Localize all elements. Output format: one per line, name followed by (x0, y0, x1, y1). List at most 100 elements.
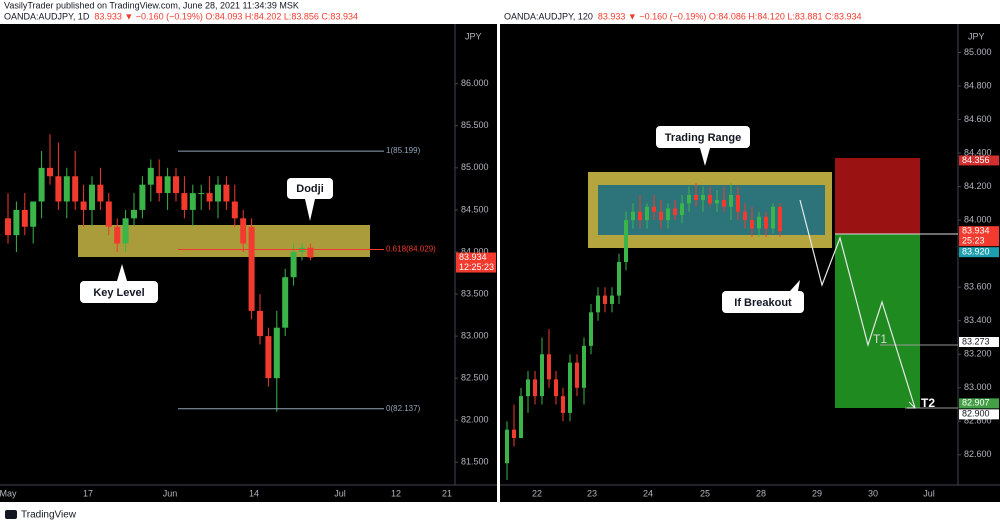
price-tag-label: 83.273 (962, 336, 990, 346)
candle-body (652, 206, 656, 212)
x-tick-label: 12 (391, 488, 401, 498)
t2-label: T2 (921, 396, 935, 410)
candle-body (771, 206, 775, 229)
x-tick-label: Jul (923, 488, 935, 498)
right-panel (500, 24, 1000, 502)
candle-body (131, 209, 137, 219)
price-tag-countdown: 12:25:23 (459, 262, 494, 272)
candle-body (215, 184, 221, 202)
candle-body (694, 194, 698, 201)
y-tick-label: 83.000 (964, 382, 992, 392)
candle-body (722, 200, 726, 207)
left-panel (0, 24, 497, 502)
candle-body (38, 167, 45, 202)
candle-body (526, 379, 530, 397)
callout-pointer (700, 148, 710, 166)
candle-body (181, 193, 188, 210)
candle-body (189, 193, 196, 210)
candle-body (729, 194, 733, 207)
candle-body (554, 379, 558, 397)
x-tick-label: 28 (756, 488, 766, 498)
y-tick-label: 83.200 (964, 349, 992, 359)
callout-pointer (790, 280, 800, 291)
unit-label: JPY (968, 31, 985, 41)
candle-body (673, 208, 677, 216)
y-tick-label: 82.000 (461, 415, 489, 425)
candle-body (307, 247, 314, 258)
callout-key-level: Key Level (80, 264, 158, 303)
chart-symbol: OANDA:AUDJPY, 1D (4, 11, 90, 21)
candle-body (512, 429, 516, 439)
candle-body (610, 295, 614, 304)
candle-body (114, 226, 121, 244)
x-tick-label: 25 (700, 488, 710, 498)
x-tick-label: 22 (532, 488, 542, 498)
candle-body (30, 201, 37, 227)
footer-brand: TradingView (21, 510, 77, 521)
x-tick-label: 24 (643, 488, 653, 498)
candle-body (736, 194, 740, 212)
candle-body (13, 209, 20, 236)
candle-body (624, 220, 628, 263)
candle-body (5, 218, 11, 236)
y-tick-label: 83.400 (964, 315, 992, 325)
candle-body (547, 354, 551, 380)
y-tick-label: 84.000 (461, 246, 489, 256)
price-tag-label: 82.900 (962, 409, 990, 419)
candle-body (290, 251, 297, 278)
candle-body (47, 167, 53, 177)
key-level-zone (78, 225, 370, 257)
price-tag (959, 247, 999, 258)
candle-body (240, 218, 247, 244)
chart-quote: 83.933 ▼ −0.160 (−0.19%) O:84.093 H:84.2… (94, 11, 358, 21)
unit-label: JPY (465, 31, 482, 41)
candle-body (715, 200, 719, 204)
y-tick-label: 84.500 (461, 204, 489, 214)
author-line: VasilyTrader published on TradingView.co… (4, 0, 299, 10)
candle-body (708, 194, 712, 204)
candle-body (540, 354, 544, 397)
candle-body (265, 336, 272, 379)
candle-body (80, 201, 87, 210)
callout-text: If Breakout (734, 297, 792, 309)
breakout-path (799, 199, 916, 409)
y-tick-label: 85.000 (964, 47, 992, 57)
fib-label: 0(82.137) (386, 404, 421, 413)
candle-body (63, 176, 70, 202)
price-tag-label: 84.356 (962, 155, 990, 165)
y-tick-label: 84.400 (964, 147, 992, 157)
price-tag (456, 252, 496, 273)
y-tick-label: 81.500 (461, 457, 489, 467)
candle-body (596, 295, 600, 313)
candle-body (164, 176, 171, 194)
y-tick-label: 82.600 (964, 449, 992, 459)
candle-body (568, 362, 572, 413)
candle-body (666, 208, 670, 221)
candle-body (55, 176, 62, 202)
price-tag-label: 83.920 (962, 247, 990, 257)
candle-body (575, 362, 579, 388)
candle-body (680, 203, 684, 216)
candle-body (638, 211, 642, 221)
callout-pointer (305, 199, 315, 221)
candle-body (687, 194, 691, 204)
x-tick-label: 21 (442, 488, 452, 498)
range-inner (598, 185, 825, 235)
callout-if-breakout: If Breakout (722, 280, 804, 313)
x-tick-label: 30 (868, 488, 878, 498)
price-tag-label: 82.907 (962, 398, 990, 408)
t1-label: T1 (873, 332, 887, 346)
x-tick-label: 14 (249, 488, 259, 498)
y-tick-label: 84.800 (964, 80, 992, 90)
price-tag-countdown: 25:23 (962, 236, 985, 246)
price-tag (959, 398, 999, 409)
candle-body (645, 206, 649, 221)
x-tick-label: May (0, 488, 17, 498)
chart-quote: 83.933 ▼ −0.160 (−0.19%) O:84.086 H:84.1… (598, 11, 862, 21)
callout-pointer (117, 264, 127, 281)
candle-body (533, 379, 537, 397)
candle-body (750, 220, 754, 229)
callout-trading-range: Trading Range (656, 126, 750, 166)
